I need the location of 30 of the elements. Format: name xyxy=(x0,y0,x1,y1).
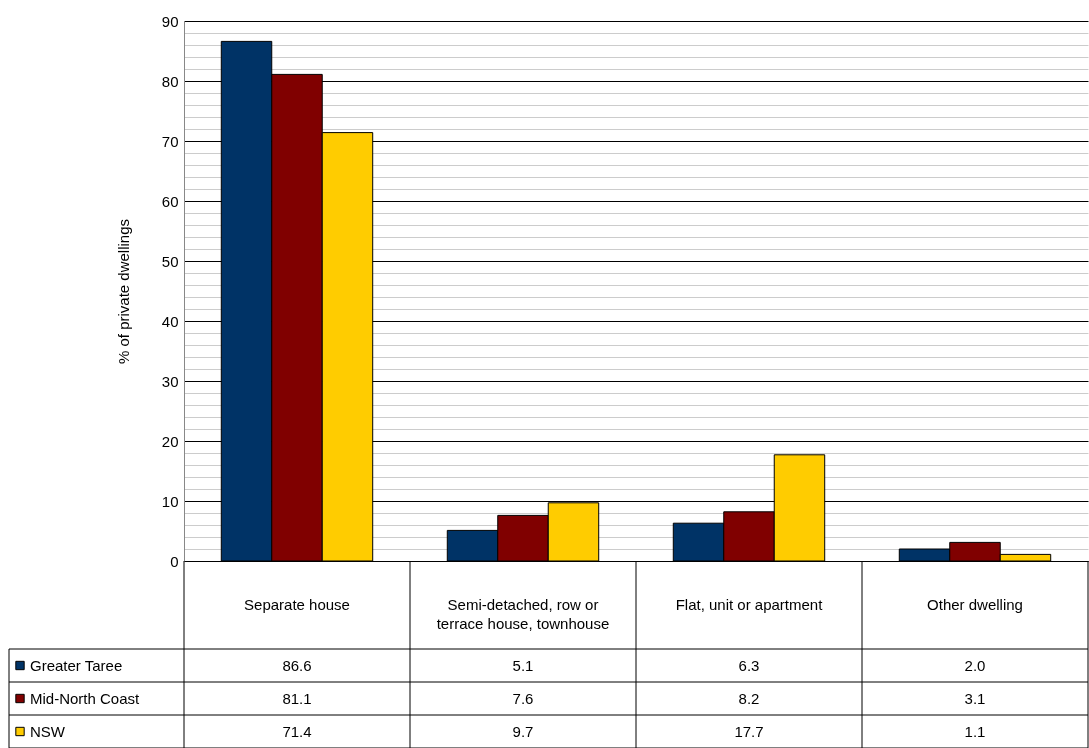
y-tick-label: 60 xyxy=(161,192,179,210)
y-axis-title: % of private dwellings xyxy=(114,218,132,365)
data-label: 1.1 xyxy=(964,722,986,740)
legend-label: Greater Taree xyxy=(30,656,123,674)
data-label: 86.6 xyxy=(282,656,312,674)
y-tick-label: 30 xyxy=(161,372,179,390)
y-tick-label: 80 xyxy=(161,72,179,90)
data-label: 8.2 xyxy=(738,689,760,707)
y-tick-label: 90 xyxy=(161,12,179,30)
legend-label: NSW xyxy=(30,722,66,740)
y-tick-label: 10 xyxy=(161,492,179,510)
data-label: 3.1 xyxy=(964,689,986,707)
data-label: 17.7 xyxy=(734,722,764,740)
data-label: 2.0 xyxy=(964,656,986,674)
x-tick-label: Other dwelling xyxy=(927,596,1023,613)
y-tick-label: 20 xyxy=(161,432,179,450)
x-tick-label: Semi-detached, row or terrace house, townhouse xyxy=(436,596,610,632)
data-label: 5.1 xyxy=(512,656,534,674)
y-tick-label: 70 xyxy=(161,132,179,150)
y-tick-label: 50 xyxy=(161,252,179,270)
legend-label: Mid-North Coast xyxy=(30,689,141,707)
data-label: 81.1 xyxy=(282,689,312,707)
x-tick-label: Flat, unit or apartment xyxy=(675,596,824,613)
data-label: 7.6 xyxy=(512,689,534,707)
y-tick-label: 0 xyxy=(170,552,179,570)
data-label: 71.4 xyxy=(282,722,312,740)
x-tick-label: Separate house xyxy=(244,596,350,613)
data-label: 6.3 xyxy=(738,656,760,674)
data-label: 9.7 xyxy=(512,722,534,740)
y-tick-label: 40 xyxy=(161,312,179,330)
